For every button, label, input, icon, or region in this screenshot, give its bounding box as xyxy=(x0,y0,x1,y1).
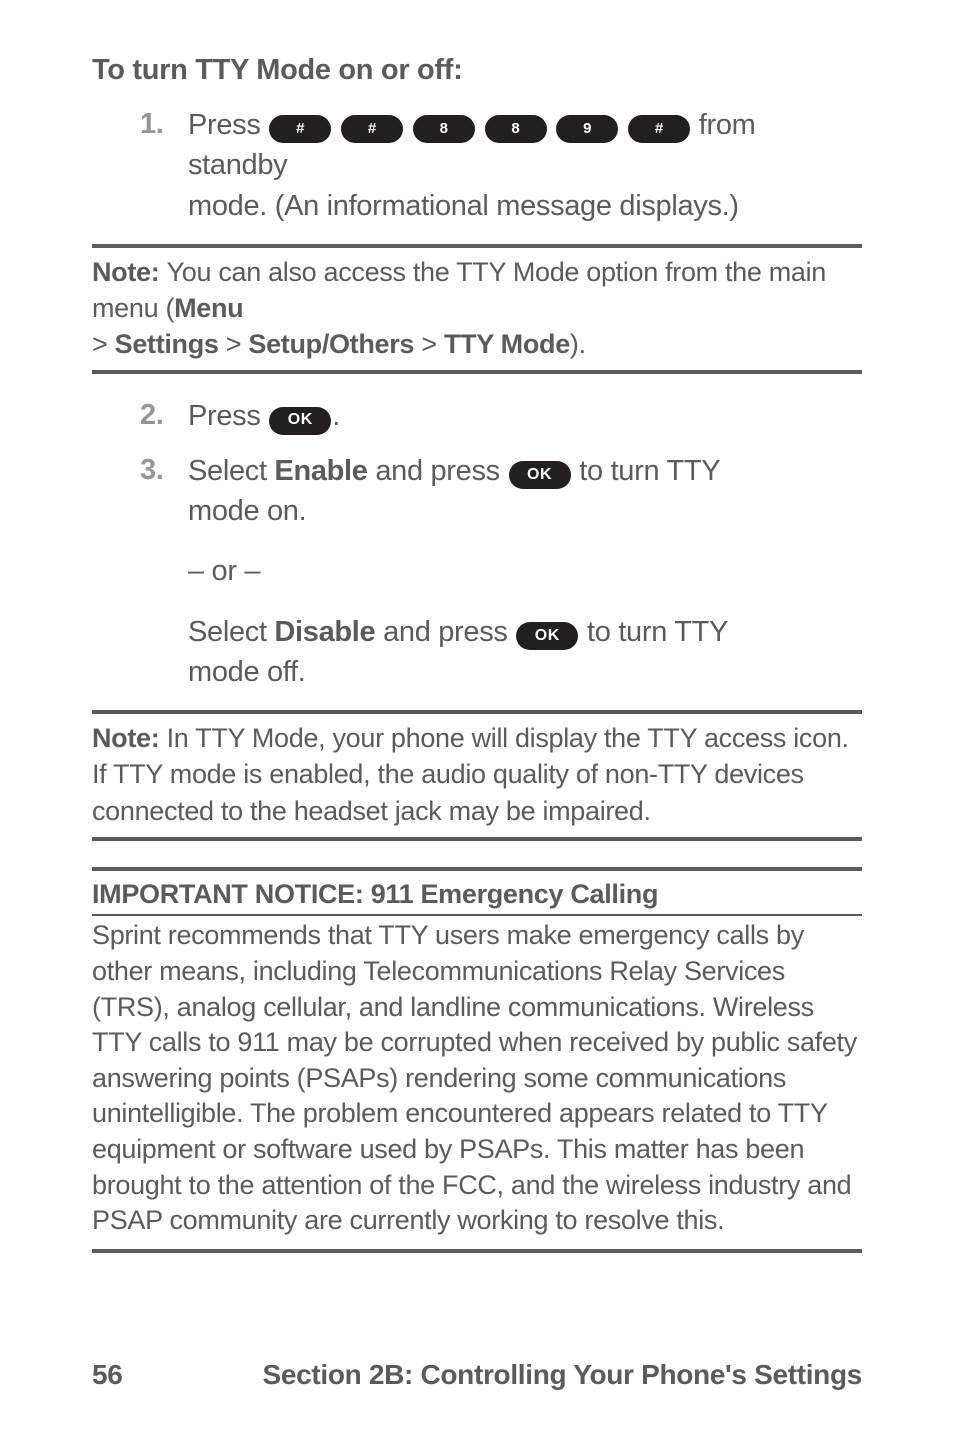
step-3-post2: to turn TTY xyxy=(579,616,728,648)
step-1-line2: mode. (An informational message displays… xyxy=(188,190,739,222)
note2-l1: In TTY Mode, your phone will display the… xyxy=(167,723,849,753)
step-3-or: – or – xyxy=(188,551,862,591)
step-3-line2: mode on. xyxy=(188,495,306,527)
step-2: 2. Press OK. xyxy=(140,396,862,436)
key-8-icon: 8 xyxy=(413,115,475,143)
note-main-menu: Note: You can also access the TTY Mode o… xyxy=(92,244,862,375)
key-9-icon: 9 xyxy=(556,115,618,143)
step-3-mid2: and press xyxy=(375,616,515,648)
step-2-post: . xyxy=(332,400,340,432)
note1-sep2: > xyxy=(226,329,249,359)
key-ok-icon: OK xyxy=(516,622,578,650)
note-tty-icon: Note: In TTY Mode, your phone will displ… xyxy=(92,710,862,841)
step-3-line3: mode off. xyxy=(188,656,306,688)
key-hash-icon: # xyxy=(628,115,690,143)
step-3-pre: Select xyxy=(188,455,274,487)
step-2-number: 2. xyxy=(140,396,188,435)
key-ok-icon: OK xyxy=(509,461,571,489)
step-3-mid: and press xyxy=(368,455,508,487)
note1-sep1: > xyxy=(92,329,115,359)
step-3-disable: Disable xyxy=(274,616,375,648)
important-notice: IMPORTANT NOTICE: 911 Emergency Calling … xyxy=(92,867,862,1253)
note1-tty: TTY Mode xyxy=(444,329,570,359)
key-hash-icon: # xyxy=(341,115,403,143)
step-2-body: Press OK. xyxy=(188,396,862,436)
key-8-icon: 8 xyxy=(485,115,547,143)
note2-l2: If TTY mode is enabled, the audio qualit… xyxy=(92,759,804,825)
note1-menu: Menu xyxy=(174,293,243,323)
key-hash-icon: # xyxy=(269,115,331,143)
note1-sep3: > xyxy=(421,329,444,359)
step-3-pre2: Select xyxy=(188,616,274,648)
step-3-post: to turn TTY xyxy=(572,455,721,487)
step-list-1: 1. Press # # 8 8 9 # from standby mode. … xyxy=(140,105,862,226)
step-3-number: 3. xyxy=(140,451,188,490)
page-number: 56 xyxy=(92,1359,123,1391)
note1-setup: Setup/Others xyxy=(248,329,414,359)
note2-label: Note: xyxy=(92,723,167,753)
important-body: Sprint recommends that TTY users make em… xyxy=(92,920,857,1235)
note-label: Note: xyxy=(92,257,167,287)
important-title: IMPORTANT NOTICE: 911 Emergency Calling xyxy=(92,877,862,917)
step-2-pre: Press xyxy=(188,400,268,432)
step-3-enable: Enable xyxy=(274,455,367,487)
step-3-body: Select Enable and press OK to turn TTY m… xyxy=(188,451,862,692)
step-1-body: Press # # 8 8 9 # from standby mode. (An… xyxy=(188,105,862,226)
step-1-pre: Press xyxy=(188,109,268,141)
step-3: 3. Select Enable and press OK to turn TT… xyxy=(140,451,862,692)
step-1: 1. Press # # 8 8 9 # from standby mode. … xyxy=(140,105,862,226)
page-footer: 56 Section 2B: Controlling Your Phone's … xyxy=(92,1359,862,1391)
heading-turn-tty: To turn TTY Mode on or off: xyxy=(92,54,862,87)
step-list-2: 2. Press OK. 3. Select Enable and press … xyxy=(140,396,862,692)
step-1-number: 1. xyxy=(140,105,188,144)
section-title: Section 2B: Controlling Your Phone's Set… xyxy=(263,1359,862,1391)
key-ok-icon: OK xyxy=(269,407,331,435)
step-3-block2: Select Disable and press OK to turn TTY … xyxy=(188,612,862,693)
note1-tail: ). xyxy=(570,329,586,359)
note1-settings: Settings xyxy=(115,329,219,359)
